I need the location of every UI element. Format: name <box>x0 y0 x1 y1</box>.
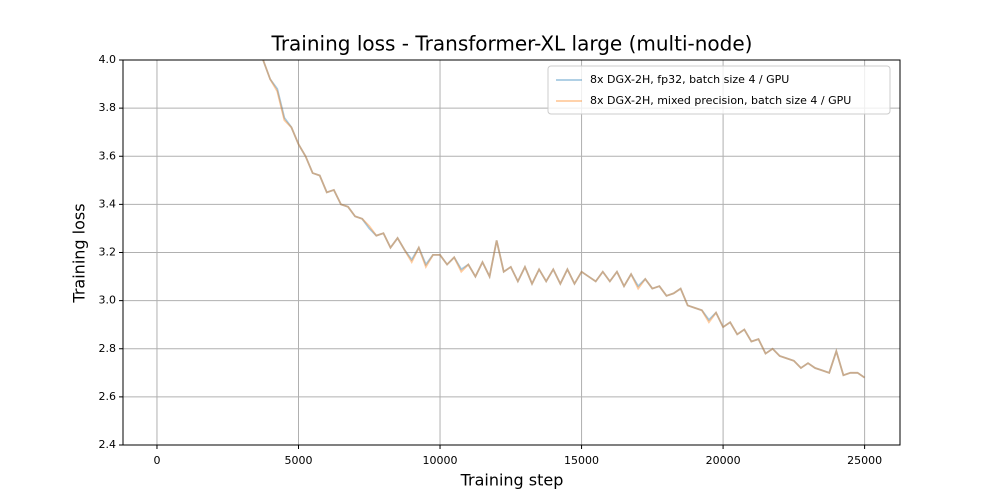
legend-label: 8x DGX-2H, mixed precision, batch size 4… <box>590 94 851 107</box>
x-tick-label: 0 <box>153 454 160 467</box>
x-axis-label: Training step <box>460 471 564 490</box>
legend-box <box>547 65 891 115</box>
y-tick-label: 2.6 <box>99 390 117 403</box>
y-tick-label: 2.8 <box>99 342 117 355</box>
series-line <box>262 59 866 379</box>
legend-label: 8x DGX-2H, fp32, batch size 4 / GPU <box>590 73 789 86</box>
y-tick-label: 3.0 <box>99 294 117 307</box>
y-tick-label: 3.2 <box>99 246 117 259</box>
x-tick-label: 15000 <box>564 454 599 467</box>
series-line <box>262 59 866 379</box>
y-tick-label: 4.0 <box>99 53 117 66</box>
x-tick-label: 20000 <box>706 454 741 467</box>
y-tick-label: 3.6 <box>99 149 117 162</box>
y-tick-label: 3.8 <box>99 101 117 114</box>
y-axis-label: Training loss <box>70 203 89 303</box>
chart-title: Training loss - Transformer-XL large (mu… <box>271 32 753 56</box>
x-tick-label: 5000 <box>284 454 312 467</box>
y-tick-label: 2.4 <box>99 438 117 451</box>
x-tick-label: 25000 <box>847 454 882 467</box>
x-tick-label: 10000 <box>423 454 458 467</box>
y-tick-label: 3.4 <box>99 197 117 210</box>
plot-frame <box>122 59 901 446</box>
